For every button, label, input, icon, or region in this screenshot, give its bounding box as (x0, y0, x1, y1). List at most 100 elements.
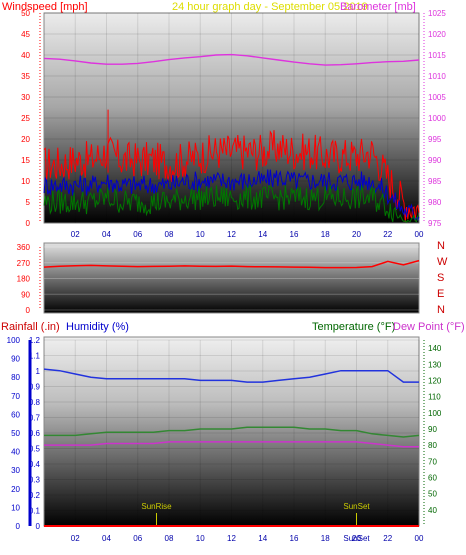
rainfall-tick: 0.7 (29, 414, 41, 423)
temperature-tick: 130 (428, 360, 442, 369)
temperature-tick: 140 (428, 344, 442, 353)
direction-axis: 0 90 180 270 360 (17, 243, 41, 315)
wind-time-tick: 06 (133, 230, 142, 239)
humidity-tick: 60 (11, 410, 20, 419)
temperature-tick: 50 (428, 490, 437, 499)
wind-lull-line (43, 184, 419, 224)
barometer-tick: 1025 (428, 9, 446, 18)
graph-subtitle: 24 hour graph day - September 05 2019 (172, 1, 368, 13)
dewpoint-line (44, 441, 419, 448)
dewpoint-header: Dew Point (°F) (393, 321, 465, 333)
climate-time-tick: 10 (196, 534, 205, 543)
direction-tick: 90 (21, 290, 30, 299)
climate-time-tick: 18 (321, 534, 330, 543)
barometer-tick: 1000 (428, 114, 446, 123)
wind-panel-grid (44, 12, 420, 224)
temperature-tick: 80 (428, 441, 437, 450)
humidity-tick: 20 (11, 485, 20, 494)
humidity-tick: 100 (7, 336, 21, 345)
rainfall-tick: 0.1 (29, 507, 41, 516)
direction-panel (43, 242, 420, 314)
direction-series (43, 259, 420, 269)
rainfall-tick: 0.6 (29, 429, 41, 438)
humidity-axis: 0 10 20 30 40 50 60 70 80 90 100 (7, 336, 32, 531)
humidity-tick: 50 (11, 429, 20, 438)
wind-time-tick: 14 (258, 230, 267, 239)
windspeed-tick: 20 (21, 135, 30, 144)
direction-tick: 270 (17, 259, 31, 268)
climate-time-tick: 04 (102, 534, 111, 543)
compass-label: N (437, 304, 445, 316)
humidity-tick: 90 (11, 355, 20, 364)
barometer-tick: 1005 (428, 93, 446, 102)
sunrise-label: SunRise (141, 502, 172, 511)
humidity-tick: 40 (11, 448, 20, 457)
temperature-tick: 90 (428, 425, 437, 434)
temperature-tick: 60 (428, 473, 437, 482)
direction-tick: 180 (17, 275, 31, 284)
temperature-tick: 40 (428, 506, 437, 515)
barometer-tick: 975 (428, 219, 442, 228)
wind-time-tick: 02 (71, 230, 80, 239)
temperature-header: Temperature (°F) (312, 321, 395, 333)
wind-time-tick: 12 (227, 230, 236, 239)
windspeed-tick: 45 (21, 30, 30, 39)
wind-direction-line (43, 259, 420, 269)
climate-series (43, 368, 420, 527)
windspeed-header: Windspeed [mph] (2, 1, 88, 13)
rainfall-tick: 0.2 (29, 491, 41, 500)
barometer-tick: 985 (428, 177, 442, 186)
compass-label: E (437, 288, 444, 300)
rainfall-tick: 0.9 (29, 383, 41, 392)
humidity-tick: 10 (11, 503, 20, 512)
climate-time-tick: 08 (165, 534, 174, 543)
barometer-tick: 995 (428, 135, 442, 144)
windspeed-tick: 30 (21, 93, 30, 102)
windspeed-tick: 35 (21, 72, 30, 81)
barometer-tick: 1010 (428, 72, 446, 81)
windspeed-tick: 50 (21, 9, 30, 18)
wind-gust-line (43, 130, 420, 222)
rainfall-tick: 1.1 (29, 352, 41, 361)
temperature-axis: 40 50 60 70 80 90 100 110 120 130 140 (423, 340, 442, 526)
rainfall-axis: 0 0.1 0.2 0.3 0.4 0.5 0.6 0.7 0.8 0.9 1 1.1 1.2 (29, 336, 41, 531)
humidity-header: Humidity (%) (66, 321, 129, 333)
compass-label: S (437, 272, 444, 284)
climate-time-tick: 12 (227, 534, 236, 543)
wind-time-tick: 22 (383, 230, 392, 239)
wind-time-tick: 08 (165, 230, 174, 239)
sun-markers: SunRise SunSet (141, 502, 370, 526)
sunset-axis-label: SunSet (343, 534, 370, 543)
barometer-header: Barometer [mb] (340, 1, 416, 13)
climate-time-tick: 02 (71, 534, 80, 543)
windspeed-tick: 0 (26, 219, 31, 228)
windspeed-tick: 10 (21, 177, 30, 186)
windspeed-tick: 40 (21, 51, 30, 60)
direction-tick: 0 (26, 306, 31, 315)
wind-panel (43, 12, 420, 224)
windspeed-tick: 15 (21, 156, 30, 165)
barometer-tick: 990 (428, 156, 442, 165)
wind-average-line (43, 169, 420, 221)
barometer-axis: 975 980 985 990 995 1000 1005 1010 1015 1020 1025 (423, 9, 446, 228)
wind-series (43, 53, 420, 224)
direction-panel-grid (44, 246, 419, 311)
temperature-tick: 100 (428, 409, 442, 418)
barometer-line (43, 53, 420, 66)
climate-time-tick: 22 (383, 534, 392, 543)
wind-time-tick: 00 (415, 230, 424, 239)
wind-time-tick: 04 (102, 230, 111, 239)
wind-time-tick: 16 (290, 230, 299, 239)
wind-time-tick: 18 (321, 230, 330, 239)
wind-time-axis: 02 04 06 08 10 12 14 16 18 20 22 00 (71, 230, 424, 239)
climate-time-tick: 14 (258, 534, 267, 543)
temperature-tick: 70 (428, 457, 437, 466)
wind-time-tick: 20 (352, 230, 361, 239)
rainfall-tick: 1 (36, 367, 41, 376)
humidity-tick: 0 (16, 522, 21, 531)
direction-tick: 360 (17, 243, 31, 252)
humidity-line (43, 368, 419, 383)
rainfall-tick: 1.2 (29, 336, 41, 345)
climate-time-tick: 06 (133, 534, 142, 543)
